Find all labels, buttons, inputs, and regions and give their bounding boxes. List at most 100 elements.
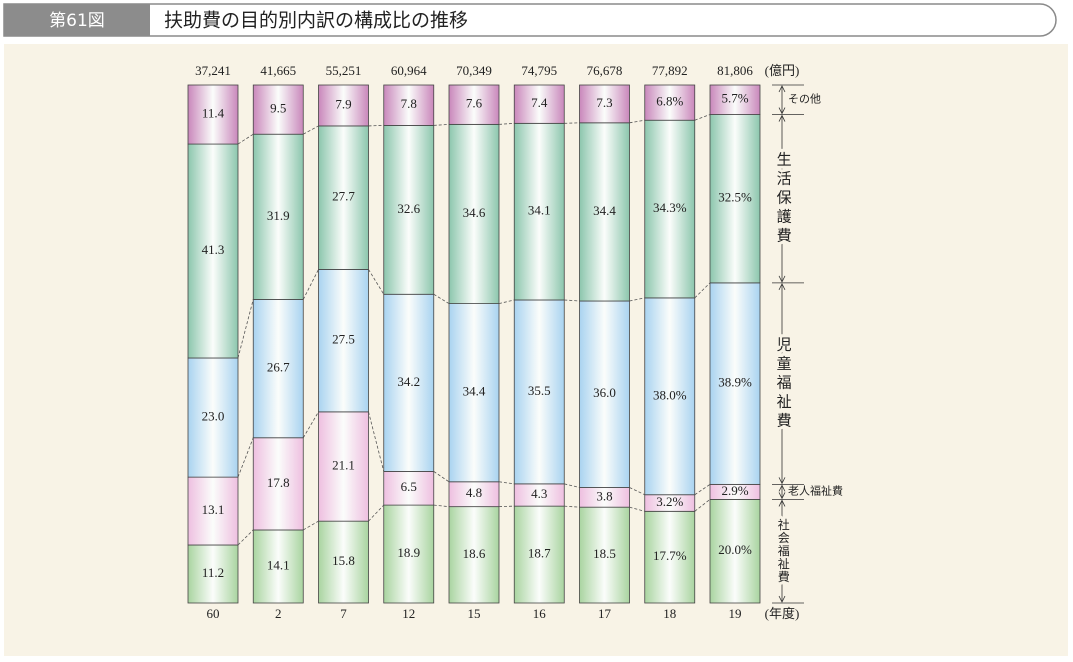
value-label: 35.5 [528,383,551,398]
connector [564,483,580,488]
arrow [778,499,786,603]
value-label: 34.4 [593,203,616,218]
bar-segment [709,84,761,115]
value-label: 7.8 [401,96,417,111]
connector [629,506,645,512]
bar-segment [513,505,565,604]
value-label: 3.8 [596,488,612,503]
value-label: 13.1 [202,502,225,517]
connector [498,481,515,485]
value-label: 21.1 [332,457,355,472]
bar-segment [644,297,696,496]
value-label: 27.5 [332,332,355,347]
total-unit: (億円) [765,63,800,78]
connector [564,122,580,124]
figure-number: 第61図 [49,11,105,31]
total-label: 41,665 [260,63,296,78]
x-tick-label: 60 [207,606,220,621]
total-label: 74,795 [521,63,557,78]
bar-segment [383,84,435,126]
value-label: 2.9% [721,483,748,498]
connector [433,471,450,483]
bar-segment [252,299,304,439]
legend-label: 社会福祉費 [776,517,790,583]
value-label: 20.0% [718,542,752,557]
value-label: 7.4 [531,95,548,110]
connector [237,133,254,145]
header-box [3,3,1057,37]
value-label: 41.3 [202,242,225,257]
connector [498,299,515,304]
total-label: 60,964 [391,63,427,78]
bar-segment [252,437,304,531]
legend-label: その他 [788,92,821,105]
bar-segment [644,84,696,121]
bar-segment [318,411,369,522]
value-label: 3.2% [656,494,683,509]
value-label: 17.8 [267,475,290,490]
legend-label: 児童福祉費 [775,336,792,431]
bar-segment [383,471,435,506]
connector [368,125,384,127]
value-label: 7.6 [466,96,483,111]
value-label: 17.7% [653,548,687,563]
arrow [778,85,786,115]
total-label: 37,241 [195,63,231,78]
value-label: 36.0 [593,385,616,400]
value-label: 11.4 [202,106,225,121]
value-label: 34.1 [528,203,551,218]
bar-segment [252,529,304,604]
connector [302,411,319,438]
connector [303,520,319,531]
connector [303,125,319,135]
connector [237,299,254,359]
bar-segment [644,510,696,604]
connector [498,505,515,508]
connector [694,484,711,496]
value-label: 6.5 [401,479,417,494]
total-label: 81,806 [717,63,753,78]
total-label: 55,251 [326,63,362,78]
x-tick-label: 18 [663,606,676,621]
value-label: 7.3 [596,95,612,110]
value-label: 7.9 [335,96,351,111]
connector [564,505,580,508]
total-label: 77,892 [652,63,688,78]
value-label: 34.2 [397,374,420,389]
connector [629,119,645,124]
x-tick-label: 19 [729,606,742,621]
value-label: 32.5% [718,190,752,205]
arrow [778,114,786,283]
value-label: 9.5 [270,101,286,116]
value-label: 34.3% [653,200,687,215]
bar-segment [513,299,565,485]
bar-segment [252,84,304,135]
value-label: 5.7% [721,91,748,106]
bar-segment [579,84,630,124]
value-label: 38.0% [653,387,687,402]
value-label: 18.9 [397,545,420,560]
x-tick-label: 12 [402,606,415,621]
total-label: 70,349 [456,63,492,78]
bar-segment [579,122,630,302]
bar-segment [644,119,696,299]
x-tick-label: 7 [340,606,347,621]
x-tick-label: 2 [275,606,282,621]
bar-segment [187,476,239,546]
value-label: 4.8 [466,485,482,500]
bar-segment [513,84,565,124]
value-label: 27.7 [332,189,355,204]
value-label: 15.8 [332,553,355,568]
value-label: 18.7 [528,546,551,561]
x-tick-label: 15 [468,606,481,621]
arrow [778,282,786,485]
value-label: 38.9% [718,375,752,390]
total-label: 76,678 [587,63,623,78]
connector [302,269,319,300]
connector [433,123,450,126]
bar-segment [187,544,239,604]
connector [237,529,254,546]
connector [368,504,385,522]
bar-segment [448,481,500,508]
